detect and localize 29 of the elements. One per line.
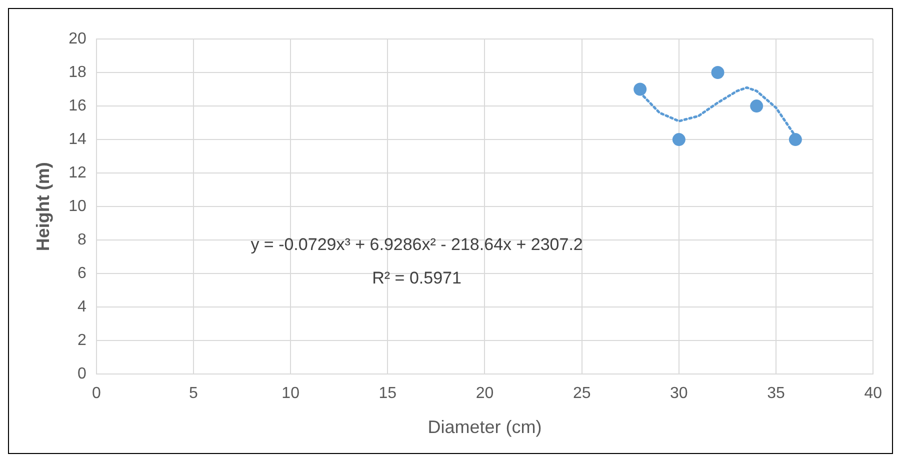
point [634,82,647,96]
x-axis-title: Diameter (cm) [428,417,542,438]
y-tick-label: 20 [68,30,86,48]
x-tick-label: 10 [282,385,300,402]
x-tick-label: 25 [572,385,591,402]
annotation: y = -0.0729x³ + 6.9286x² - 218.64x + 2307.2 [250,235,583,254]
y-tick-label: 6 [77,265,86,282]
y-tick-label: 0 [77,366,86,383]
y-tick-label: 18 [68,64,86,81]
y-tick-label: 16 [68,97,86,114]
x-tick-label: 0 [92,385,101,402]
y-axis-title: Height (m) [32,162,53,252]
x-tick-label: 20 [476,385,494,402]
point [711,66,724,80]
point [750,100,764,113]
y-tick-label: 10 [68,198,86,216]
x-tick-label: 30 [670,385,688,402]
point [672,133,686,146]
x-tick-label: 35 [767,385,786,402]
x-tick-label: 5 [189,385,198,402]
point [788,133,802,146]
x-tick-label: 40 [864,385,882,402]
y-tick-label: 8 [77,232,86,249]
y-tick-label: 4 [77,298,86,316]
y-tick-label: 12 [68,164,86,182]
annotation: R² = 0.5971 [372,268,462,288]
y-tick-label: 2 [77,332,86,350]
x-tick-label: 15 [378,385,397,402]
y-tick-label: 14 [68,130,86,148]
